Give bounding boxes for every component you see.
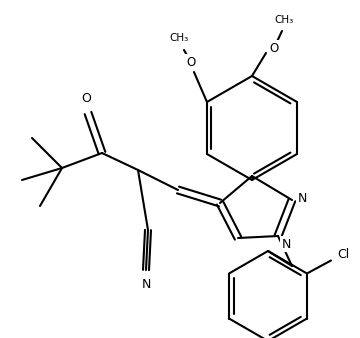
Text: N: N bbox=[281, 238, 291, 250]
Text: O: O bbox=[186, 55, 195, 69]
Text: Cl: Cl bbox=[337, 248, 349, 261]
Text: CH₃: CH₃ bbox=[274, 15, 294, 25]
Text: O: O bbox=[81, 93, 91, 105]
Text: O: O bbox=[269, 42, 279, 54]
Text: N: N bbox=[297, 192, 307, 204]
Text: CH₃: CH₃ bbox=[169, 33, 189, 43]
Text: N: N bbox=[141, 279, 151, 291]
